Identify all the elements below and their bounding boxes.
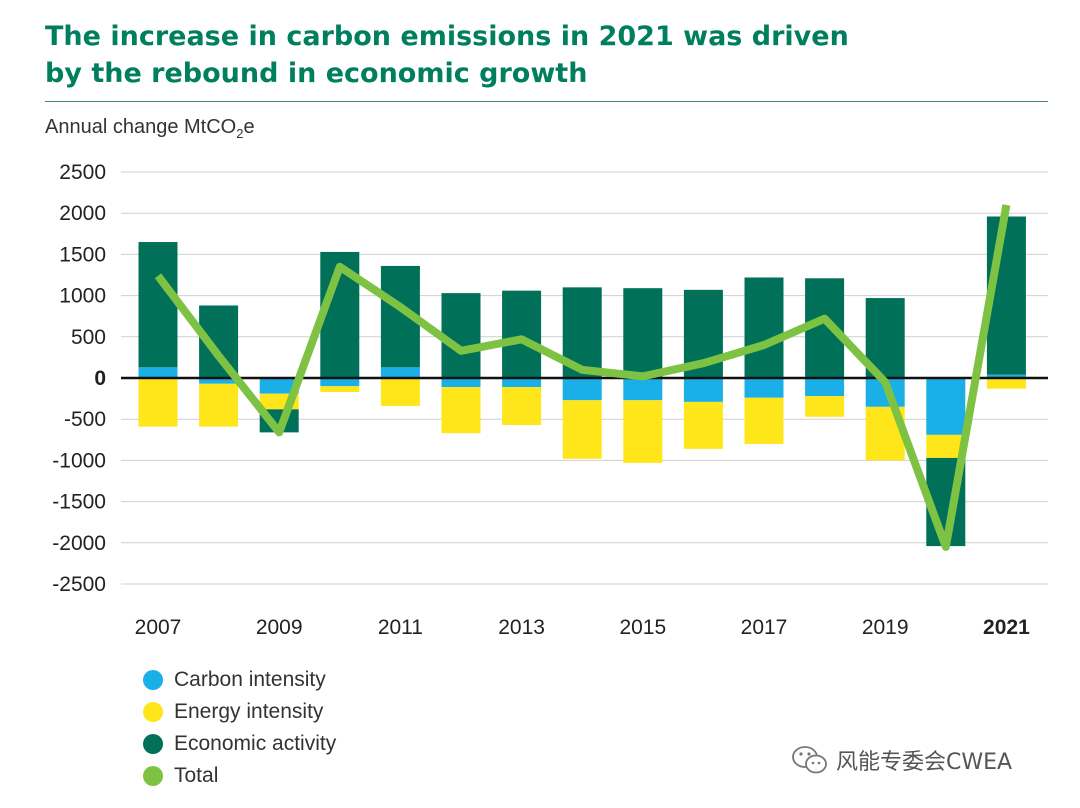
y-tick-label: -2500 xyxy=(52,573,106,596)
x-tick-label: 2013 xyxy=(498,616,545,639)
bar-energy-intensity xyxy=(199,383,239,427)
bar-energy-intensity xyxy=(562,400,602,459)
bar-energy-intensity xyxy=(320,386,360,393)
bar-energy-intensity xyxy=(623,400,663,463)
x-tick-labels: 2007 2009 2011 2013 2015 2017 2019 2021 xyxy=(135,616,1030,639)
bar-carbon-intensity xyxy=(744,378,784,398)
y-tick-label: -2000 xyxy=(52,532,106,555)
bar-energy-intensity xyxy=(805,396,845,417)
stacked-bar-line-chart: 2500 2000 1500 1000 500 0 -500 -1000 -1500 -2000 -… xyxy=(52,161,1048,639)
x-tick-label: 2019 xyxy=(862,616,909,639)
y-tick-label: -500 xyxy=(64,408,106,431)
bar-economic-activity xyxy=(744,277,784,378)
bar-energy-intensity xyxy=(441,387,481,434)
legend-item-carbon-intensity: Carbon intensity xyxy=(143,664,336,696)
watermark: 风能专委会CWEA xyxy=(790,744,1012,776)
legend-label-energy-intensity: Energy intensity xyxy=(174,700,324,723)
bar-carbon-intensity xyxy=(441,378,481,388)
bars xyxy=(138,216,1026,547)
legend: Carbon intensity Energy intensity Econom… xyxy=(143,664,336,792)
bar-economic-activity xyxy=(441,293,481,378)
y-tick-label: 1500 xyxy=(59,243,106,266)
total-line-layer xyxy=(154,204,1011,551)
y-tick-labels: 2500 2000 1500 1000 500 0 -500 -1000 -1500 -2000 -… xyxy=(52,161,106,596)
y-tick-label: 2500 xyxy=(59,161,106,184)
bar-carbon-intensity xyxy=(199,378,239,384)
bar-economic-activity xyxy=(623,288,663,378)
legend-swatch-economic-activity xyxy=(143,734,163,754)
bar-carbon-intensity xyxy=(683,378,723,402)
legend-label-economic-activity: Economic activity xyxy=(174,732,337,755)
x-tick-label: 2011 xyxy=(378,616,423,639)
y-tick-label: 2000 xyxy=(59,202,106,225)
x-tick-label: 2007 xyxy=(135,616,182,639)
bar-economic-activity xyxy=(138,242,178,368)
x-tick-label: 2009 xyxy=(256,616,303,639)
x-tick-label: 2021 xyxy=(983,616,1030,639)
legend-swatch-carbon-intensity xyxy=(143,670,163,690)
y-axis-label: Annual change MtCO2e xyxy=(45,116,255,141)
y-tick-label: 1000 xyxy=(59,285,106,308)
bar-carbon-intensity xyxy=(805,378,845,397)
bar-carbon-intensity xyxy=(562,378,602,401)
bar-energy-intensity xyxy=(683,401,723,449)
bar-energy-intensity xyxy=(502,387,542,425)
bar-carbon-intensity xyxy=(320,378,360,387)
legend-item-energy-intensity: Energy intensity xyxy=(143,696,336,728)
y-tick-label: 500 xyxy=(71,326,106,349)
title-divider xyxy=(45,101,1048,102)
bar-economic-activity xyxy=(502,290,542,378)
bar-energy-intensity xyxy=(744,397,784,444)
bar-carbon-intensity xyxy=(259,378,299,394)
legend-item-total: Total xyxy=(143,760,336,792)
legend-swatch-total xyxy=(143,766,163,786)
bar-carbon-intensity xyxy=(502,378,542,388)
legend-label-total: Total xyxy=(174,764,219,787)
y-tick-label: -1000 xyxy=(52,449,106,472)
y-tick-label: 0 xyxy=(94,367,106,390)
legend-swatch-energy-intensity xyxy=(143,702,163,722)
wechat-icon xyxy=(792,746,827,774)
bar-energy-intensity xyxy=(926,434,966,458)
x-tick-label: 2017 xyxy=(741,616,788,639)
bar-carbon-intensity xyxy=(623,378,663,401)
legend-label-carbon-intensity: Carbon intensity xyxy=(174,668,326,691)
x-tick-label: 2015 xyxy=(619,616,666,639)
bar-carbon-intensity xyxy=(380,367,420,378)
y-tick-label: -1500 xyxy=(52,491,106,514)
chart-title-line2: by the rebound in economic growth xyxy=(45,58,588,89)
chart-title: The increase in carbon emissions in 2021… xyxy=(45,18,1045,92)
watermark-text: 风能专委会CWEA xyxy=(836,750,1013,775)
total-line xyxy=(154,204,1011,551)
bar-carbon-intensity xyxy=(986,374,1026,378)
chart-title-line1: The increase in carbon emissions in 2021… xyxy=(45,21,849,52)
legend-item-economic-activity: Economic activity xyxy=(143,728,336,760)
y-axis-label-subscript: 2 xyxy=(236,126,244,141)
bar-energy-intensity xyxy=(138,378,178,427)
bar-energy-intensity xyxy=(986,378,1026,389)
y-axis-label-suffix: e xyxy=(243,116,255,138)
bar-carbon-intensity xyxy=(926,378,966,435)
bar-carbon-intensity xyxy=(138,367,178,378)
bar-energy-intensity xyxy=(380,378,420,407)
